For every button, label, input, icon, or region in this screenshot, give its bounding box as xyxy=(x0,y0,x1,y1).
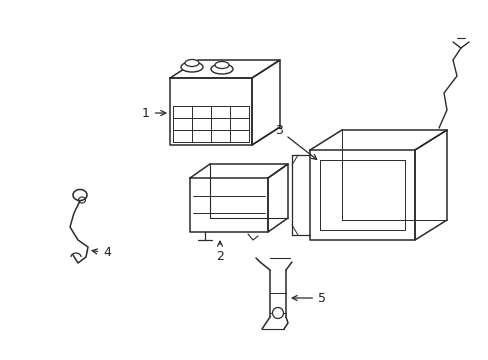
Ellipse shape xyxy=(184,59,199,67)
Ellipse shape xyxy=(215,62,228,68)
Ellipse shape xyxy=(272,307,283,319)
Ellipse shape xyxy=(181,62,203,72)
Text: 1: 1 xyxy=(142,107,165,120)
Text: 3: 3 xyxy=(274,123,316,159)
Text: 4: 4 xyxy=(92,247,111,260)
Ellipse shape xyxy=(210,64,232,74)
Text: 2: 2 xyxy=(216,241,224,263)
Text: 5: 5 xyxy=(291,292,325,305)
